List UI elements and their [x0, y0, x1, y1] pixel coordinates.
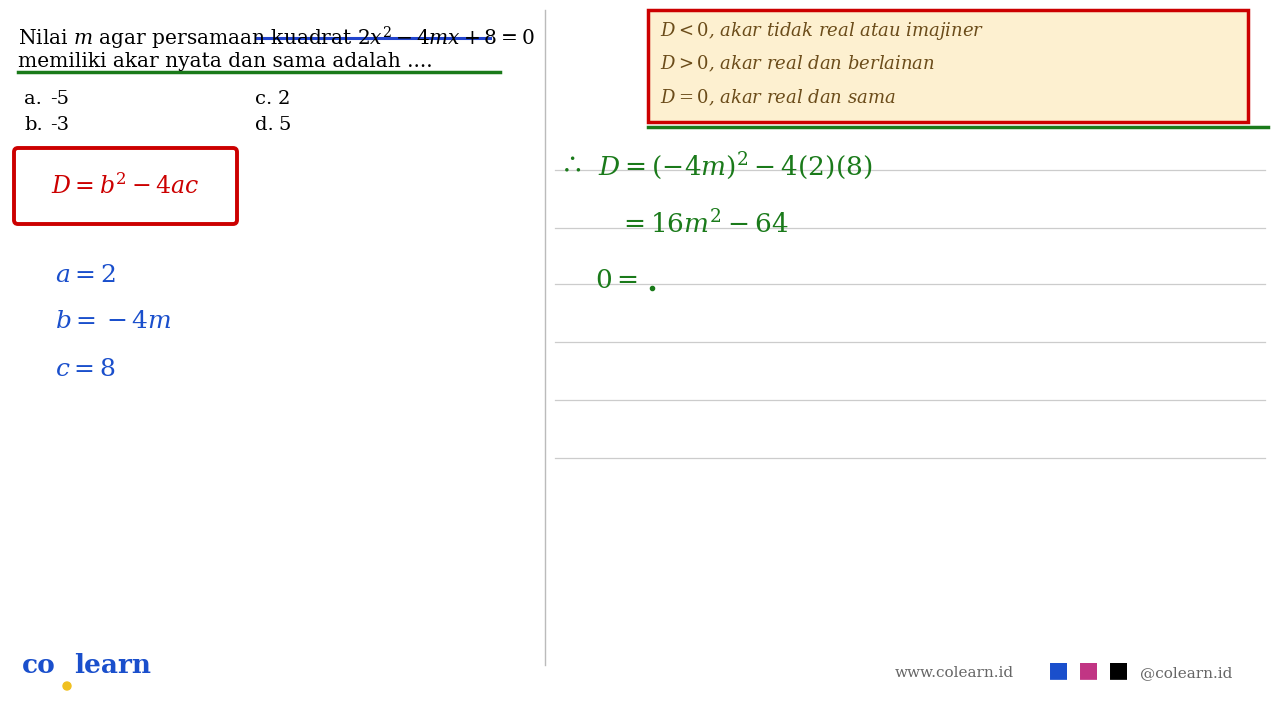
Text: 2: 2: [278, 90, 291, 108]
Text: d.: d.: [255, 116, 274, 134]
Text: c.: c.: [255, 90, 273, 108]
Text: -5: -5: [50, 90, 69, 108]
Text: $c = 8$: $c = 8$: [55, 358, 115, 381]
Text: a.: a.: [24, 90, 42, 108]
Text: $D < 0$, akar tidak real atau imajiner: $D < 0$, akar tidak real atau imajiner: [660, 20, 984, 42]
Text: @colearn.id: @colearn.id: [1140, 666, 1233, 680]
Text: ■: ■: [1048, 660, 1069, 680]
Text: $0 =$: $0 =$: [595, 268, 637, 293]
FancyBboxPatch shape: [14, 148, 237, 224]
Text: $\therefore$: $\therefore$: [558, 150, 581, 177]
Text: b.: b.: [24, 116, 42, 134]
Text: $= 16m^2 - 64$: $= 16m^2 - 64$: [618, 210, 788, 238]
Circle shape: [63, 682, 70, 690]
Text: $a = 2$: $a = 2$: [55, 264, 115, 287]
Text: $D = (-4m)^2 - 4(2)(8)$: $D = (-4m)^2 - 4(2)(8)$: [598, 150, 873, 181]
Text: $D > 0$, akar real dan berlainan: $D > 0$, akar real dan berlainan: [660, 54, 934, 74]
Text: 5: 5: [278, 116, 291, 134]
Text: $b = -4m$: $b = -4m$: [55, 310, 172, 333]
Text: $D = 0$, akar real dan sama: $D = 0$, akar real dan sama: [660, 88, 896, 108]
FancyBboxPatch shape: [648, 10, 1248, 122]
Text: memiliki akar nyata dan sama adalah ....: memiliki akar nyata dan sama adalah ....: [18, 52, 433, 71]
Text: $D = b^2-4ac$: $D = b^2-4ac$: [51, 173, 200, 199]
Text: www.colearn.id: www.colearn.id: [895, 666, 1014, 680]
Text: -3: -3: [50, 116, 69, 134]
Text: learn: learn: [74, 653, 151, 678]
Text: co: co: [22, 653, 56, 678]
Text: ■: ■: [1078, 660, 1100, 680]
Text: ■: ■: [1108, 660, 1129, 680]
Text: Nilai $m$ agar persamaan kuadrat $2x^2 - 4mx + 8 = 0$: Nilai $m$ agar persamaan kuadrat $2x^2 -…: [18, 25, 535, 53]
